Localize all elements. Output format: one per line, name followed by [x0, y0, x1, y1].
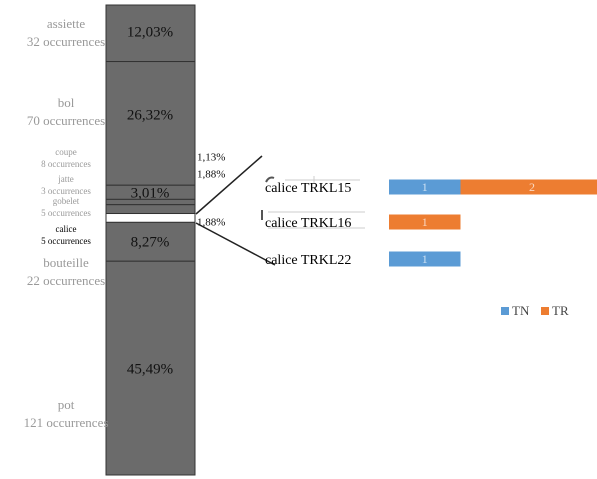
- category-label: calice TRKL15: [265, 181, 351, 196]
- value-label: 1,88%: [197, 169, 225, 181]
- bar-value-label: 1: [422, 252, 428, 266]
- occurrence-label: 121 occurrences: [24, 415, 109, 430]
- value-label: 1,88%: [197, 217, 225, 229]
- occurrence-label: 70 occurrences: [27, 113, 105, 128]
- occurrence-label: 5 occurrences: [41, 236, 91, 246]
- bar-segment: [389, 214, 461, 230]
- category-label: bouteille: [43, 255, 89, 270]
- connector: [195, 155, 263, 215]
- legend-swatch: [541, 307, 549, 315]
- column-segment: [105, 61, 196, 186]
- occurrence-label: 32 occurrences: [27, 34, 105, 49]
- bar-segment: [389, 251, 461, 267]
- legend-label: TR: [552, 303, 569, 318]
- column-segment: [105, 198, 196, 206]
- category-label: pot: [58, 397, 75, 412]
- value-label: 26,32%: [127, 107, 173, 123]
- bar-value-label: 1: [422, 215, 428, 229]
- column-segment: [105, 221, 196, 262]
- bar-value-label: 2: [529, 180, 535, 194]
- occurrence-label: 3 occurrences: [41, 186, 91, 196]
- category-label: calice TRKL22: [265, 253, 351, 268]
- value-label: 1,13%: [197, 152, 225, 164]
- category-label: coupe: [55, 147, 77, 157]
- bar-value-label: 1: [422, 180, 428, 194]
- legend-swatch: [501, 307, 509, 315]
- bar-segment: [460, 179, 597, 195]
- column-segment: [105, 213, 196, 223]
- category-label: assiette: [47, 16, 85, 31]
- category-label: gobelet: [53, 196, 80, 206]
- occurrence-label: 5 occurrences: [41, 208, 91, 218]
- category-label: calice TRKL16: [265, 216, 351, 231]
- category-label: bol: [58, 95, 75, 110]
- occurrence-label: 8 occurrences: [41, 159, 91, 169]
- value-label: 8,27%: [131, 234, 170, 250]
- connector: [195, 222, 276, 266]
- bar-segment: [389, 179, 461, 195]
- column-segment: [105, 260, 196, 476]
- value-label: 45,49%: [127, 361, 173, 377]
- category-label: calice: [56, 224, 77, 234]
- legend-label: TN: [512, 303, 530, 318]
- value-label: 12,03%: [127, 24, 173, 40]
- value-label: 3,01%: [131, 185, 170, 201]
- vessel-sketch: [261, 176, 365, 229]
- column-segment: [105, 204, 196, 215]
- category-label: jatte: [57, 174, 74, 184]
- occurrence-label: 22 occurrences: [27, 273, 105, 288]
